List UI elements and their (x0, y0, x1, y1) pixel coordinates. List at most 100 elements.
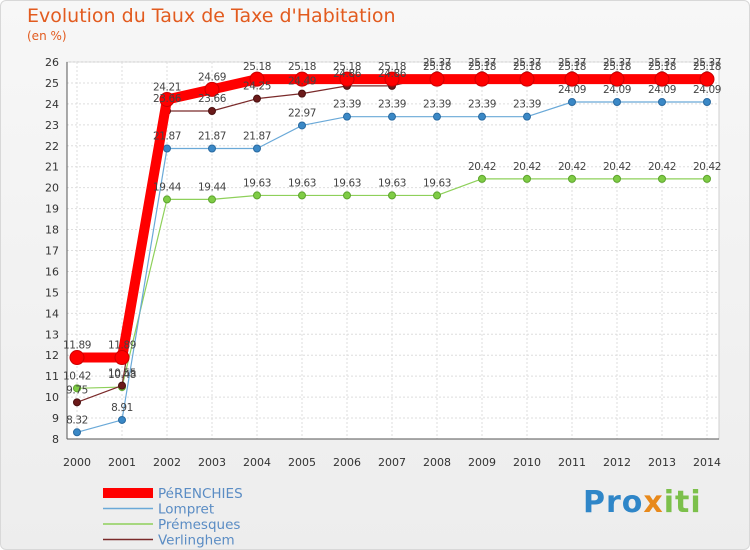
x-tick-label: 2003 (198, 456, 226, 469)
y-tick-label: 22 (45, 140, 59, 153)
data-label: 20.42 (648, 161, 676, 173)
data-point (298, 89, 306, 98)
data-label: 8.32 (66, 414, 88, 426)
data-point (703, 174, 711, 183)
data-point (298, 191, 306, 200)
data-point (118, 381, 126, 390)
x-tick-label: 2014 (693, 456, 721, 469)
data-label: 11.89 (63, 340, 91, 352)
data-point (523, 112, 531, 121)
data-label: 25.37 (603, 57, 631, 69)
data-point (474, 71, 490, 87)
data-point (253, 191, 261, 200)
data-label: 24.86 (333, 68, 362, 80)
data-point (523, 174, 531, 183)
y-tick-label: 13 (45, 328, 59, 341)
y-tick-label: 15 (45, 286, 59, 299)
data-label: 25.18 (378, 61, 406, 73)
data-point (519, 71, 535, 87)
data-label: 20.42 (558, 161, 586, 173)
data-point (208, 107, 216, 116)
data-point (658, 98, 666, 107)
data-label: 24.09 (648, 84, 676, 96)
data-label: 25.37 (513, 57, 541, 69)
data-point (609, 71, 625, 87)
data-label: 21.87 (198, 131, 226, 143)
data-label: 25.18 (693, 61, 721, 73)
data-label: 25.18 (558, 61, 586, 73)
data-point (568, 98, 576, 107)
data-label: 21.87 (153, 131, 181, 143)
data-label: 23.66 (198, 93, 227, 105)
x-tick-label: 2001 (108, 456, 136, 469)
data-label: 11.89 (108, 340, 136, 352)
data-point (433, 112, 441, 121)
legend-label: Prémesques (158, 517, 240, 533)
data-label: 23.39 (378, 99, 406, 111)
x-tick-label: 2005 (288, 456, 316, 469)
data-label: 25.18 (513, 61, 541, 73)
data-label: 20.42 (513, 161, 541, 173)
y-tick-label: 16 (45, 265, 59, 278)
data-point (249, 71, 265, 87)
data-label: 25.37 (558, 57, 586, 69)
data-label: 10.42 (63, 370, 91, 382)
data-label: 25.37 (693, 57, 721, 69)
y-tick-label: 23 (45, 119, 59, 132)
data-point (294, 71, 310, 87)
data-label: 24.21 (153, 81, 181, 93)
x-tick-label: 2010 (513, 456, 541, 469)
data-label: 23.39 (423, 99, 451, 111)
data-label: 23.66 (153, 93, 182, 105)
proxiti-logo: Proxiti (583, 485, 702, 520)
data-point (429, 71, 445, 87)
data-label: 22.97 (288, 107, 316, 119)
data-label: 19.44 (198, 181, 227, 193)
y-tick-label: 12 (45, 349, 59, 362)
data-point (478, 112, 486, 121)
data-point (384, 71, 400, 87)
data-label: 25.37 (648, 57, 676, 69)
y-tick-label: 9 (52, 412, 59, 425)
data-label: 25.18 (603, 61, 631, 73)
data-label: 25.37 (423, 57, 451, 69)
data-label: 23.39 (468, 99, 496, 111)
x-tick-label: 2011 (558, 456, 586, 469)
legend-label: Verlinghem (158, 533, 235, 549)
y-tick-label: 10 (45, 391, 59, 404)
legend-label: Lompret (158, 502, 214, 518)
data-point (388, 112, 396, 121)
data-point (388, 191, 396, 200)
data-point (298, 121, 306, 130)
data-label: 21.87 (243, 131, 271, 143)
x-tick-label: 2000 (63, 456, 91, 469)
data-point (253, 94, 261, 103)
data-point (208, 144, 216, 153)
data-label: 25.18 (333, 61, 361, 73)
data-label: 10.48 (108, 369, 136, 381)
data-point (159, 91, 175, 107)
data-label: 19.63 (288, 177, 316, 189)
data-label: 20.42 (603, 161, 631, 173)
data-point (433, 191, 441, 200)
data-label: 24.09 (558, 84, 586, 96)
data-point (73, 398, 81, 407)
data-point (343, 112, 351, 121)
data-label: 24.86 (378, 68, 407, 80)
data-label: 19.63 (378, 177, 406, 189)
data-label: 24.09 (603, 84, 631, 96)
x-tick-label: 2008 (423, 456, 451, 469)
data-point (73, 384, 81, 393)
data-label: 23.39 (333, 99, 361, 111)
data-point (163, 195, 171, 204)
data-label: 20.42 (693, 161, 721, 173)
data-label: 24.49 (288, 76, 316, 88)
data-point (114, 350, 130, 366)
data-label: 19.44 (153, 181, 182, 193)
data-label: 25.37 (468, 57, 496, 69)
data-label: 19.63 (243, 177, 271, 189)
data-label: 8.91 (111, 402, 133, 414)
data-label: 19.63 (423, 177, 451, 189)
data-label: 25.18 (648, 61, 676, 73)
